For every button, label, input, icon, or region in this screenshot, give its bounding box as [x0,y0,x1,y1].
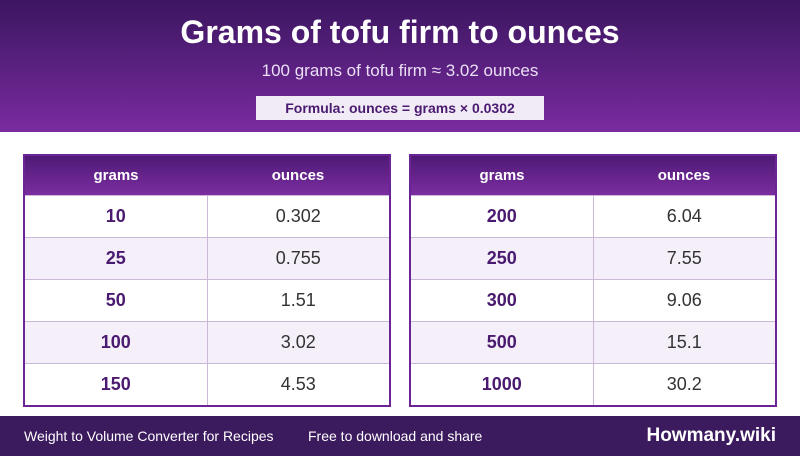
row: 300 9.06 [409,279,777,322]
row: 100 3.02 [23,321,391,364]
column-header: ounces [207,155,390,196]
grams-cell: 150 [23,363,208,407]
column-header: grams [24,155,207,196]
conversion-table: grams ounces 10 0.302 25 0.755 50 1.51 100 3.02 15… [23,154,391,407]
row: 10 0.302 [23,195,391,238]
ounces-cell: 9.06 [592,279,777,322]
grams-cell: 50 [23,279,208,322]
footer-text: Weight to Volume Converter for Recipes [24,428,274,444]
brand[interactable]: Howmany.wiki [646,425,776,446]
grams-cell: 25 [23,237,208,280]
conversion-table: grams ounces 200 6.04 250 7.55 300 9.06 500 15.1 1… [409,154,777,407]
grams-cell: 10 [23,195,208,238]
subtitle: 100 grams of tofu firm ≈ 3.02 ounces [261,61,539,80]
column-header: grams [410,155,593,196]
grams-cell: 250 [409,237,594,280]
formula: Formula: ounces = grams × 0.0302 [256,96,544,120]
footer-text: Free to download and share [308,428,483,444]
row: 25 0.755 [23,237,391,280]
footer: Weight to Volume Converter for Recipes F… [0,416,800,456]
grams-cell: 300 [409,279,594,322]
row: 150 4.53 [23,363,391,407]
row: 1000 30.2 [409,363,777,407]
ounces-cell: 3.02 [206,321,391,364]
ounces-cell: 6.04 [592,195,777,238]
column-header: ounces [593,155,776,196]
row: 250 7.55 [409,237,777,280]
ounces-cell: 0.755 [206,237,391,280]
header-row: grams ounces [410,155,776,196]
grams-cell: 100 [23,321,208,364]
ounces-cell: 30.2 [592,363,777,407]
ounces-cell: 4.53 [206,363,391,407]
grams-cell: 500 [409,321,594,364]
grams-cell: 200 [409,195,594,238]
ounces-cell: 1.51 [206,279,391,322]
row: 200 6.04 [409,195,777,238]
title: Grams of tofu firm to ounces [180,14,620,50]
ounces-cell: 0.302 [206,195,391,238]
row: 500 15.1 [409,321,777,364]
ounces-cell: 15.1 [592,321,777,364]
row: 50 1.51 [23,279,391,322]
header: Grams of tofu firm to ounces 100 grams o… [0,0,800,132]
ounces-cell: 7.55 [592,237,777,280]
grams-cell: 1000 [409,363,594,407]
header-row: grams ounces [24,155,390,196]
